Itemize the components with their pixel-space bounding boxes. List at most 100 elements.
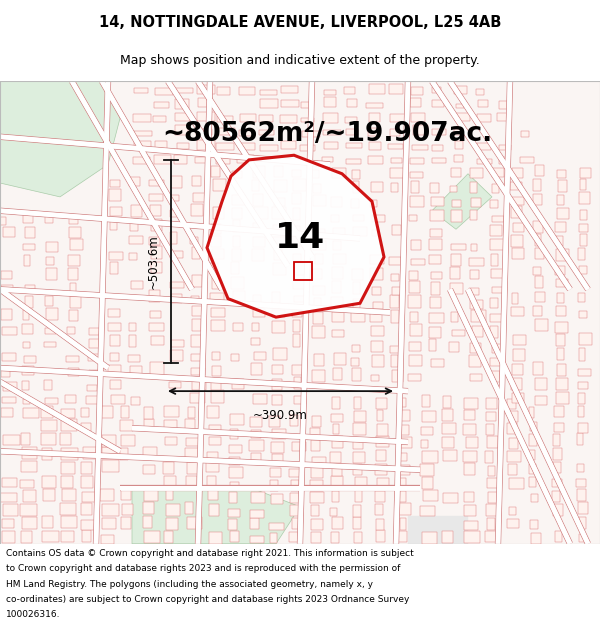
Bar [410,196,424,207]
Bar [2,398,16,403]
Bar [109,252,123,260]
Bar [171,294,182,303]
Bar [121,448,128,460]
Bar [533,306,542,316]
Bar [512,248,524,259]
Bar [400,503,410,515]
Bar [20,504,37,516]
Bar [432,158,446,163]
Bar [3,435,20,444]
Bar [293,396,306,404]
Bar [529,464,536,474]
Bar [208,476,216,488]
Bar [400,399,406,408]
Bar [81,476,93,488]
Bar [485,451,493,463]
Bar [61,516,77,528]
Bar [422,411,436,422]
Bar [535,319,548,331]
Bar [533,194,542,204]
Bar [580,210,587,219]
Bar [293,334,300,347]
Bar [61,531,74,542]
Bar [70,309,79,321]
Bar [454,129,465,136]
Bar [333,424,339,434]
Bar [292,518,301,529]
Bar [311,519,323,530]
Bar [68,268,78,279]
Bar [273,225,282,233]
Bar [376,464,386,476]
Bar [442,409,453,421]
Bar [294,377,301,389]
Bar [68,255,80,266]
Bar [69,217,78,224]
Bar [129,177,140,186]
Bar [60,503,76,515]
Bar [392,287,404,295]
Bar [170,195,179,201]
Bar [578,424,588,432]
Bar [23,341,31,348]
Bar [22,517,37,529]
Bar [23,211,34,223]
Bar [430,229,442,237]
Bar [508,464,517,475]
Bar [185,503,193,514]
Bar [332,398,340,409]
Bar [192,176,201,186]
Bar [408,374,421,381]
Bar [149,238,160,244]
Bar [408,296,421,308]
Bar [68,368,79,376]
Bar [239,142,256,150]
Bar [442,437,454,448]
Bar [352,269,362,280]
Bar [272,379,282,390]
Bar [490,239,505,249]
Bar [398,478,406,489]
Bar [233,323,243,331]
Bar [429,239,442,250]
Text: to Crown copyright and database rights 2023 and is reproduced with the permissio: to Crown copyright and database rights 2… [6,564,400,574]
Bar [153,116,166,122]
Bar [155,141,167,151]
Bar [409,271,418,280]
Bar [422,396,430,407]
Bar [580,179,586,190]
Bar [469,354,481,367]
Bar [507,451,521,462]
Bar [143,516,152,528]
Bar [82,520,96,530]
Bar [129,236,143,244]
Bar [554,406,563,417]
Bar [310,429,320,439]
Bar [232,171,242,178]
Bar [410,324,422,336]
Bar [472,198,481,208]
Bar [470,168,483,177]
Bar [507,399,517,409]
Bar [400,453,407,461]
Bar [368,128,379,136]
Bar [556,236,563,246]
Bar [310,480,323,491]
Bar [108,309,119,318]
Bar [175,113,190,121]
Bar [206,461,219,472]
Bar [353,464,362,475]
Bar [103,518,116,529]
Bar [392,370,403,382]
Bar [314,254,323,264]
Bar [430,312,443,323]
Bar [253,295,261,302]
Bar [272,395,283,405]
Bar [579,332,592,345]
Bar [145,490,158,501]
Bar [23,408,38,418]
Bar [432,144,443,151]
Bar [70,283,76,293]
Text: Contains OS data © Crown copyright and database right 2021. This information is : Contains OS data © Crown copyright and d… [6,549,414,558]
Bar [151,246,162,259]
